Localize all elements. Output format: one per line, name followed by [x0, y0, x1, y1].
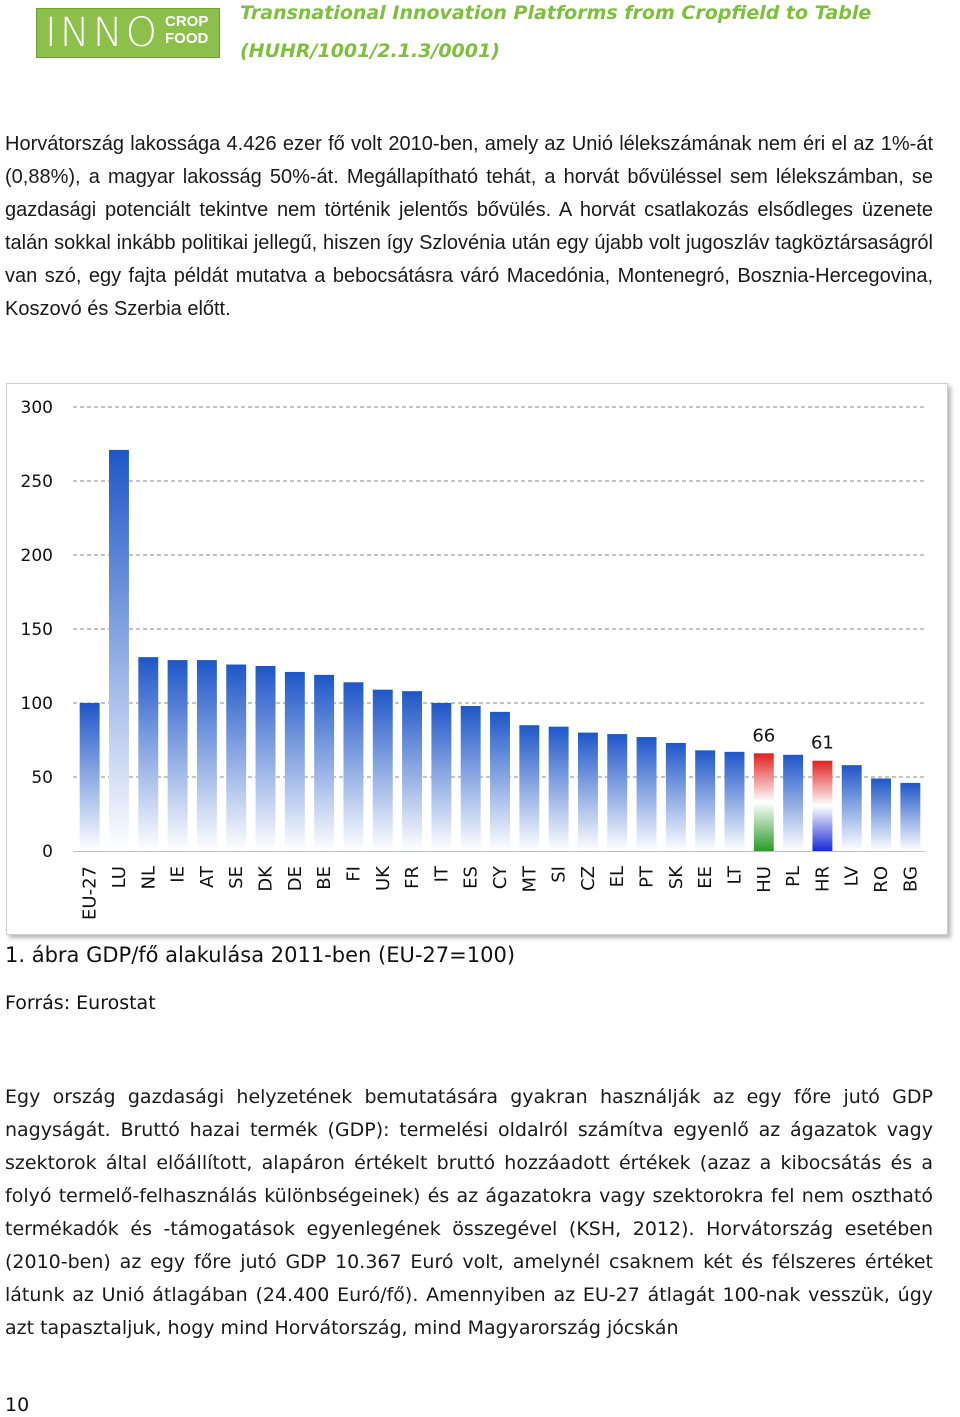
x-tick-label: SE [226, 866, 247, 889]
intro-paragraph: Horvátország lakossága 4.426 ezer fő vol… [5, 133, 933, 320]
x-tick-label: IT [431, 865, 452, 882]
gdp-chart: 0 50 100 150 200 250 300 EU-27 LU NL IE AT SE DK DE BE F… [6, 383, 948, 935]
x-tick-label: DE [285, 866, 306, 891]
project-title: Transnational Innovation Platforms from … [240, 2, 872, 24]
bar-sk [665, 742, 686, 851]
y-tick-label: 50 [31, 768, 53, 788]
bar-ro [871, 778, 891, 851]
bar-it [431, 703, 452, 851]
x-tick-label: CZ [578, 866, 599, 891]
gdp-bar-chart-svg: 0 50 100 150 200 250 300 EU-27 LU NL IE AT SE DK DE BE F… [21, 398, 925, 920]
bar-pl [783, 754, 804, 851]
figure-caption: 1. ábra GDP/fő alakulása 2011-ben (EU-27… [5, 943, 516, 967]
bar-mt [519, 725, 540, 851]
data-label-hr: 61 [811, 733, 834, 754]
bar-eu-27 [79, 703, 100, 851]
x-tick-label: PL [783, 866, 804, 887]
bar-be [314, 674, 335, 851]
x-tick-label: IE [168, 866, 189, 883]
data-label-hu: 66 [752, 725, 775, 746]
logo-crop-text: CROP [165, 13, 209, 30]
bar-hu [753, 753, 774, 851]
x-tick-label: HR [812, 866, 833, 892]
x-tick-label: MT [519, 865, 540, 893]
bar-dk [255, 666, 276, 851]
page-number: 10 [5, 1394, 30, 1416]
x-tick-label: PT [637, 865, 658, 888]
x-tick-label: BE [314, 866, 335, 890]
bar-pt [636, 737, 657, 851]
y-tick-label: 300 [21, 398, 53, 418]
project-code: (HUHR/1001/2.1.3/0001) [240, 40, 500, 62]
x-tick-label: LU [109, 866, 130, 888]
bar-de [284, 671, 305, 851]
x-tick-label: DK [256, 865, 277, 892]
y-tick-label: 200 [21, 546, 53, 566]
logo-cropfood-text: CROP FOOD [165, 13, 213, 53]
x-tick-label: RO [871, 866, 892, 893]
x-tick-label: CY [490, 865, 511, 889]
body-paragraph: Egy ország gazdasági helyzetének bemutat… [5, 1086, 933, 1339]
bar-nl [138, 657, 159, 851]
x-tick-label: LT [724, 865, 745, 885]
bar-es [460, 705, 481, 851]
bar-bg [900, 782, 921, 851]
bar-uk [372, 689, 393, 851]
y-tick-label: 100 [21, 694, 53, 714]
x-tick-label: LV [842, 865, 863, 886]
x-tick-label: FI [343, 866, 364, 882]
y-tick-label: 150 [21, 620, 53, 640]
x-tick-label: BG [900, 866, 921, 892]
x-tick-label: SK [666, 865, 687, 889]
x-tick-label: AT [197, 865, 218, 888]
x-tick-label: EU-27 [80, 866, 101, 920]
y-tick-label: 250 [21, 472, 53, 492]
innocropfood-logo: INNO CROP FOOD [36, 8, 220, 58]
bar-el [607, 734, 628, 851]
bar-se [226, 664, 247, 851]
x-tick-label: ES [461, 866, 482, 889]
x-tick-label: EL [607, 866, 628, 887]
x-tick-label: FR [402, 866, 423, 889]
bar-lt [724, 751, 745, 851]
bar-cy [490, 711, 510, 851]
page-header: INNO CROP FOOD Transnational Innovation … [0, 0, 960, 80]
bar-lu [109, 449, 129, 851]
bar-ee [695, 750, 716, 851]
bar-fi [343, 682, 364, 851]
bar-hr [812, 760, 833, 851]
figure-source: Forrás: Eurostat [5, 992, 156, 1014]
bar-cz [577, 732, 598, 851]
x-tick-label: HU [754, 866, 775, 893]
x-tick-label: EE [695, 866, 716, 889]
y-tick-label: 0 [42, 842, 53, 862]
x-tick-label: SI [549, 866, 570, 883]
bar-at [196, 660, 217, 851]
bar-ie [167, 660, 188, 851]
bar-lv [841, 765, 862, 851]
logo-inno-text: INNO [45, 10, 161, 56]
bar-si [548, 726, 569, 851]
x-tick-label: NL [138, 866, 159, 890]
logo-food-text: FOOD [165, 30, 209, 47]
bar-fr [402, 691, 423, 851]
x-tick-label: UK [373, 865, 394, 891]
